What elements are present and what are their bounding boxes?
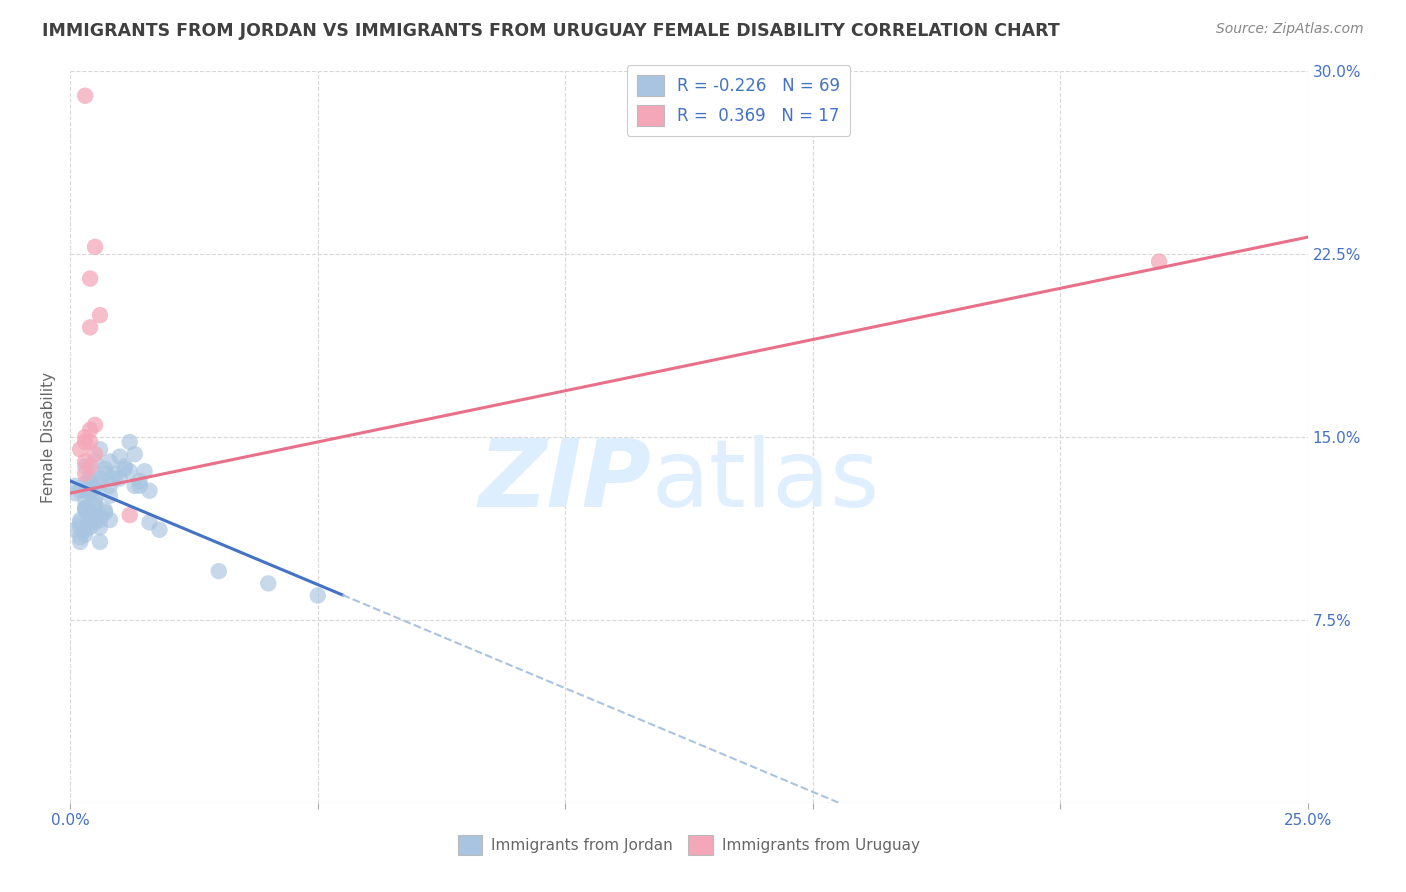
Point [75,434,97,449]
Point [75,454,97,468]
Point [118,508,141,522]
Legend: Immigrants from Jordan, Immigrants from Uruguay: Immigrants from Jordan, Immigrants from … [451,830,927,861]
Point [79,516,101,530]
Point [75,430,97,444]
Point [98,513,121,527]
Point [79,506,101,520]
Point [118,434,141,449]
Point [69,513,91,527]
Point [79,483,101,498]
Point [148,523,170,537]
Point [75,503,97,517]
Point [69,516,91,530]
Point [89,308,111,322]
Point [108,471,131,485]
Point [84,447,107,461]
Point [69,483,91,498]
Point [94,506,117,520]
Point [79,510,101,524]
Point [69,530,91,544]
Point [208,564,231,578]
Point [79,271,101,285]
Point [84,240,107,254]
Point [89,471,111,485]
Point [89,476,111,491]
Point [79,510,101,524]
Point [128,474,150,488]
Point [79,459,101,474]
Point [79,469,101,483]
Point [89,442,111,457]
Point [118,464,141,478]
Point [138,483,160,498]
Point [98,489,121,503]
Text: ZIP: ZIP [479,435,652,527]
Point [75,500,97,515]
Point [84,499,107,513]
Point [69,535,91,549]
Y-axis label: Female Disability: Female Disability [41,371,56,503]
Point [79,486,101,500]
Point [114,459,136,474]
Point [108,450,131,464]
Point [84,491,107,505]
Point [69,442,91,457]
Text: atlas: atlas [652,435,880,527]
Point [84,508,107,522]
Point [1147,254,1170,268]
Point [65,486,87,500]
Point [307,589,329,603]
Point [104,471,127,485]
Point [138,516,160,530]
Point [84,496,107,510]
Point [84,454,107,468]
Point [89,535,111,549]
Point [79,516,101,530]
Point [98,479,121,493]
Point [75,459,97,474]
Text: Source: ZipAtlas.com: Source: ZipAtlas.com [1216,22,1364,37]
Point [79,320,101,334]
Point [75,483,97,498]
Point [84,417,107,432]
Point [84,516,107,530]
Point [98,454,121,468]
Point [134,464,156,478]
Point [114,462,136,476]
Point [94,462,117,476]
Point [84,481,107,495]
Point [75,476,97,491]
Point [69,520,91,534]
Point [75,88,97,103]
Point [79,423,101,437]
Point [124,479,146,493]
Point [75,523,97,537]
Point [94,503,117,517]
Point [79,434,101,449]
Point [128,479,150,493]
Point [89,520,111,534]
Point [257,576,280,591]
Point [75,527,97,541]
Point [89,508,111,522]
Point [75,493,97,508]
Point [79,520,101,534]
Point [79,474,101,488]
Point [75,467,97,481]
Point [124,447,146,461]
Text: IMMIGRANTS FROM JORDAN VS IMMIGRANTS FROM URUGUAY FEMALE DISABILITY CORRELATION : IMMIGRANTS FROM JORDAN VS IMMIGRANTS FRO… [42,22,1060,40]
Point [89,513,111,527]
Point [65,523,87,537]
Point [65,479,87,493]
Point [104,467,127,481]
Point [94,467,117,481]
Point [75,500,97,515]
